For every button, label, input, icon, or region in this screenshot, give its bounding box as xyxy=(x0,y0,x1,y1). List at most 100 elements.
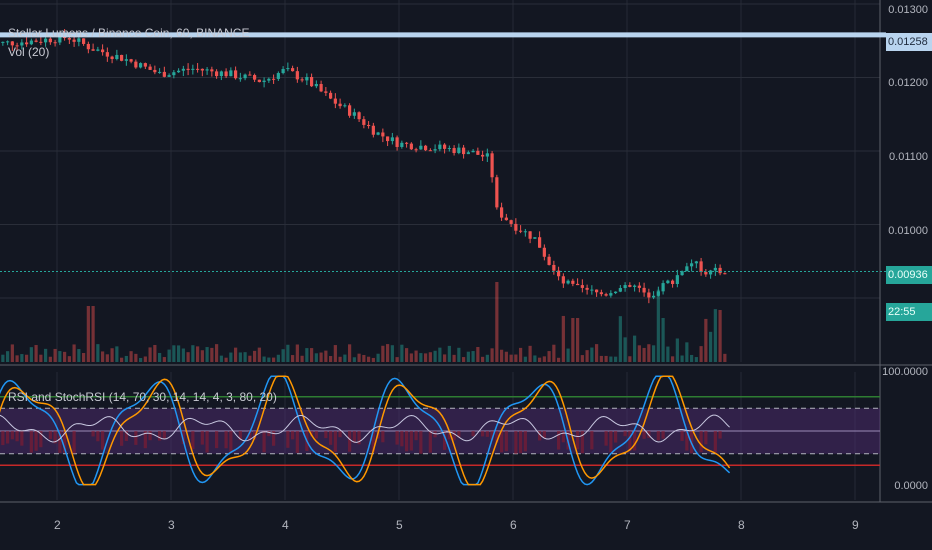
volume-bar xyxy=(120,357,124,362)
price-label-1: 0.01200 xyxy=(888,77,928,89)
candle-body xyxy=(58,33,62,43)
rsi-histogram-bar xyxy=(205,431,209,453)
rsi-histogram-bar xyxy=(352,431,356,443)
volume-bar xyxy=(58,351,62,362)
grid-lines xyxy=(0,0,932,503)
candle-body xyxy=(599,292,603,295)
candle-body xyxy=(262,80,266,83)
candle-body xyxy=(642,287,646,293)
rsi-histogram-bar xyxy=(200,431,204,445)
candle-body xyxy=(305,77,309,81)
candle-body xyxy=(110,56,114,60)
candle-body xyxy=(414,149,418,151)
candle-body xyxy=(557,270,561,277)
volume-bar xyxy=(177,345,181,362)
rsi-indicator-label[interactable]: RSI and StochRSI (14, 70, 30, 14, 14, 4,… xyxy=(8,390,277,404)
volume-indicator-label[interactable]: Vol (20) xyxy=(8,45,50,59)
symbol-title[interactable]: Stellar Lumens / Binance Coin, 60, BINAN… xyxy=(8,26,250,40)
candle-body xyxy=(205,69,209,71)
volume-bar xyxy=(533,355,537,362)
candle-body xyxy=(96,49,100,51)
volume-bar xyxy=(53,348,57,362)
candle-body xyxy=(381,132,385,137)
rsi-histogram-bar xyxy=(614,431,618,443)
volume-bar xyxy=(314,353,318,362)
volume-bar xyxy=(704,318,708,362)
rsi-histogram-bar xyxy=(191,431,195,450)
rsi-histogram-bar xyxy=(48,431,52,440)
candle-body xyxy=(713,267,717,271)
rsi-histogram-bar xyxy=(500,431,504,453)
rsi-histogram-bar xyxy=(134,431,138,445)
candle-body xyxy=(447,148,451,150)
volume-bar xyxy=(495,282,499,362)
candle-body xyxy=(409,143,413,150)
candle-body xyxy=(267,78,271,81)
volume-bar xyxy=(276,354,280,362)
time-label-4: 4 xyxy=(282,518,289,532)
rsi-histogram-bar xyxy=(181,431,185,444)
rsi-histogram-bar xyxy=(314,431,318,439)
candle-body xyxy=(367,124,371,126)
candle-body xyxy=(167,75,171,77)
volume-bar xyxy=(167,349,171,362)
volume-bar xyxy=(528,345,532,362)
volume-bar xyxy=(86,306,90,362)
volume-bar xyxy=(400,344,404,362)
rsi-histogram-bar xyxy=(718,431,722,439)
volume-bar xyxy=(200,350,204,362)
volume-bar xyxy=(580,355,584,362)
volume-bar xyxy=(291,355,295,362)
candle-body xyxy=(723,273,727,275)
candle-body xyxy=(319,83,323,92)
time-label-9: 9 xyxy=(852,518,859,532)
rsi-histogram-bar xyxy=(229,431,233,453)
volume-bar xyxy=(286,344,290,362)
candle-body xyxy=(400,142,404,147)
rsi-histogram-bar xyxy=(443,431,447,450)
rsi-histogram-bar xyxy=(381,431,385,443)
rsi-histogram-bar xyxy=(6,431,10,444)
candle-body xyxy=(376,132,380,135)
volume-bar xyxy=(196,346,200,362)
volume-bar xyxy=(542,356,546,362)
candle-body xyxy=(82,38,86,44)
volume-bar xyxy=(234,347,238,362)
candle-body xyxy=(219,71,223,77)
candle-body xyxy=(343,105,347,107)
volume-bar xyxy=(647,344,651,362)
rsi-histogram-bar xyxy=(414,431,418,441)
volume-bar xyxy=(371,357,375,362)
candle-body xyxy=(329,92,333,99)
volume-bar xyxy=(680,355,684,362)
rsi-histogram-bar xyxy=(485,431,489,437)
candle-body xyxy=(395,137,399,147)
rsi-histogram-bar xyxy=(91,431,95,437)
volume-bars xyxy=(1,282,727,362)
rsi-histogram-bar xyxy=(628,431,632,451)
rsi-histogram-bar xyxy=(685,431,689,451)
candle-body xyxy=(143,63,147,67)
volume-bar xyxy=(82,352,86,362)
volume-bar xyxy=(519,347,523,362)
candle-body xyxy=(272,78,276,80)
candle-body xyxy=(105,52,109,57)
candle-body xyxy=(120,54,124,61)
volume-bar xyxy=(690,354,694,362)
rsi-histogram-bar xyxy=(262,431,266,453)
rsi-histogram-bar xyxy=(561,431,565,443)
candle-body xyxy=(671,280,675,285)
volume-bar xyxy=(262,356,266,362)
candle-body xyxy=(424,145,428,151)
volume-bar xyxy=(158,352,162,362)
volume-bar xyxy=(219,355,223,362)
candle-body xyxy=(295,71,299,80)
volume-bar xyxy=(343,354,347,362)
volume-bar xyxy=(618,316,622,362)
volume-bar xyxy=(675,338,679,362)
candle-body xyxy=(519,230,523,232)
candle-body xyxy=(580,285,584,288)
volume-bar xyxy=(338,356,342,362)
candle-body xyxy=(485,153,489,157)
